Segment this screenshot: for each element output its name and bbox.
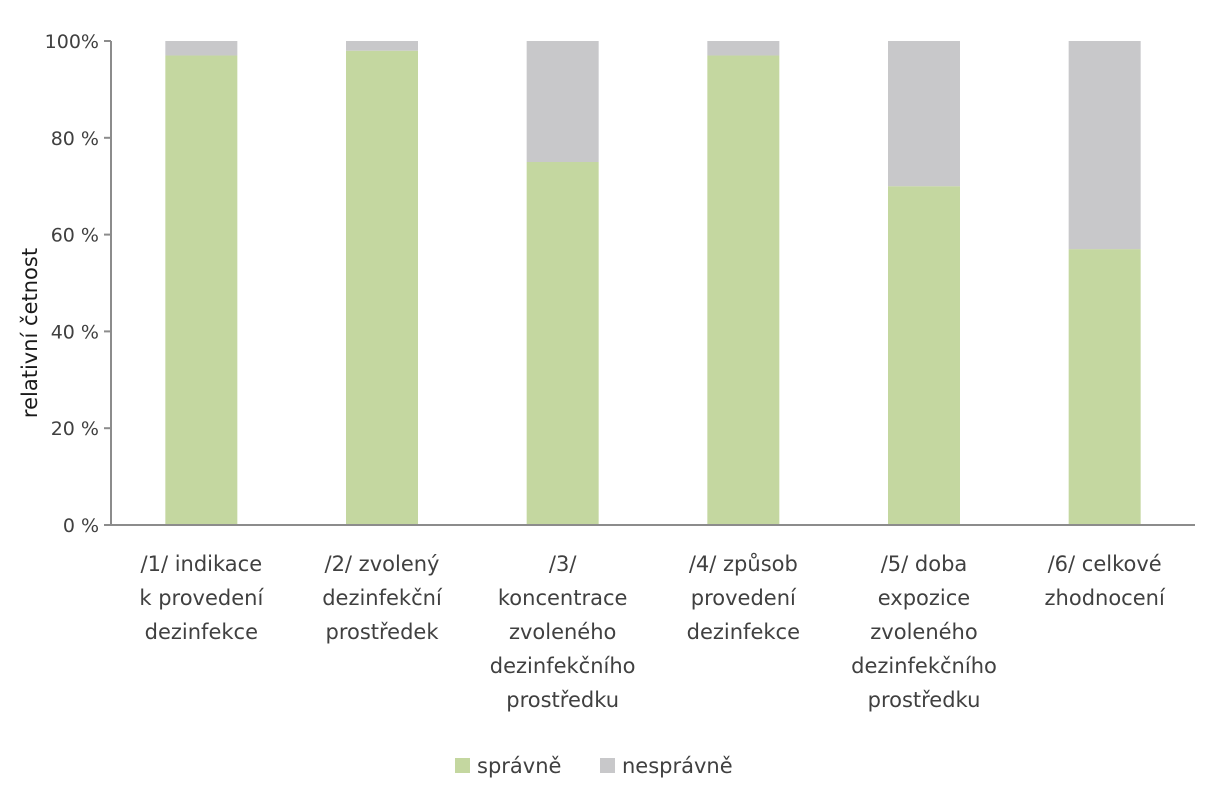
legend-label: nesprávně (622, 754, 733, 778)
x-category-label: /1/ indikace k provedení dezinfekce (139, 552, 264, 644)
bar-nesprávně-6 (1068, 41, 1141, 250)
bar-správně-5 (888, 186, 960, 525)
bar-správně-3 (526, 162, 599, 525)
y-axis-ticks: 0 % 20 % 40 % 60 % 80 % 100% (45, 31, 111, 537)
x-category-label: /5/ doba expozice zvoleného dezinfekčního pr… (851, 552, 997, 712)
bar-nesprávně-3 (526, 41, 599, 162)
y-tick-label: 0 % (63, 515, 99, 537)
x-category-label: /6/ celkové zhodnocení (1045, 552, 1166, 610)
bar-správně-2 (346, 50, 418, 526)
legend-swatch-nesprávně (600, 758, 615, 773)
bar-nesprávně-4 (707, 41, 780, 56)
bar-nesprávně-2 (346, 41, 418, 51)
y-tick-label: 40 % (51, 321, 99, 343)
bars-layer (165, 41, 1141, 526)
x-category-label: /2/ zvolený dezinfekční prostředek (322, 552, 443, 644)
y-tick-label: 100% (45, 31, 99, 53)
bar-správně-6 (1068, 249, 1141, 525)
y-axis-title: relativní četnost (18, 248, 42, 418)
bar-správně-4 (707, 55, 780, 526)
bar-správně-1 (165, 55, 238, 526)
x-category-label: /4/ způsob provedení dezinfekce (687, 552, 800, 644)
legend-swatch-správně (455, 758, 470, 773)
y-tick-label: 20 % (51, 418, 99, 440)
x-axis-categories: /1/ indikace k provedení dezinfekce/2/ zvo… (139, 552, 1166, 712)
y-tick-label: 60 % (51, 225, 99, 247)
bar-nesprávně-1 (165, 41, 238, 56)
bar-nesprávně-5 (888, 41, 960, 187)
y-tick-label: 80 % (51, 128, 99, 150)
legend-label: správně (477, 754, 561, 778)
x-category-label: /3/koncentrace zvoleného dezinfekčního pros… (490, 552, 636, 712)
legend: správně nesprávně (455, 754, 733, 778)
